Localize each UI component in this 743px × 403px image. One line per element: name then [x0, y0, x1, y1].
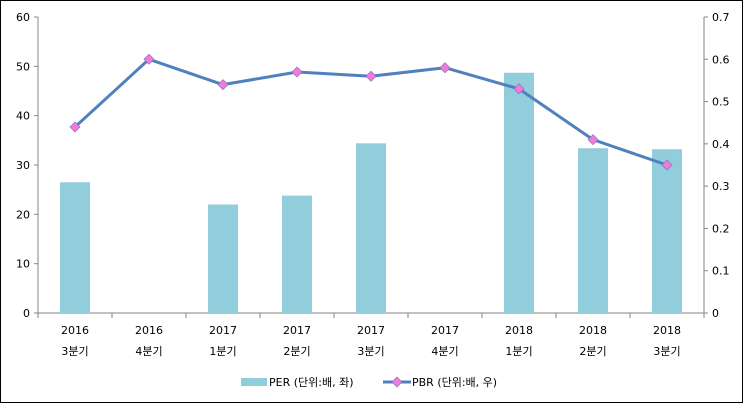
per-bar	[652, 149, 682, 313]
per-bar	[60, 182, 90, 313]
right-tick-label: 0.6	[712, 53, 730, 66]
left-tick-label: 40	[16, 110, 30, 123]
x-tick-year: 2017	[431, 324, 459, 337]
legend-per-label: PER (단위:배, 좌)	[269, 376, 354, 389]
x-tick-year: 2018	[505, 324, 533, 337]
left-tick-label: 50	[16, 60, 30, 73]
pbr-marker	[587, 134, 599, 146]
per-bar	[356, 143, 386, 313]
legend-pbr-marker	[391, 376, 403, 388]
left-tick-label: 0	[23, 307, 30, 320]
pbr-marker	[365, 70, 377, 82]
x-tick-year: 2017	[357, 324, 385, 337]
x-tick-year: 2017	[283, 324, 311, 337]
x-tick-year: 2017	[209, 324, 237, 337]
left-tick-label: 30	[16, 159, 30, 172]
x-tick-year: 2018	[653, 324, 681, 337]
x-tick-quarter: 3분기	[357, 345, 384, 358]
per-bar	[578, 148, 608, 313]
x-tick-quarter: 3분기	[653, 345, 680, 358]
x-tick-quarter: 2분기	[283, 345, 310, 358]
pbr-marker	[513, 83, 525, 95]
left-tick-label: 20	[16, 208, 30, 221]
right-tick-label: 0.1	[712, 265, 730, 278]
right-tick-label: 0.3	[712, 180, 730, 193]
pbr-marker	[291, 66, 303, 78]
per-bar	[504, 72, 534, 313]
per-bar	[282, 195, 312, 313]
right-tick-label: 0.2	[712, 222, 730, 235]
legend-per-swatch	[241, 378, 267, 386]
pbr-marker	[143, 53, 155, 65]
x-tick-quarter: 4분기	[431, 345, 458, 358]
per-bar	[208, 204, 238, 313]
x-tick-year: 2016	[135, 324, 163, 337]
x-tick-year: 2018	[579, 324, 607, 337]
x-tick-quarter: 4분기	[135, 345, 162, 358]
x-tick-quarter: 3분기	[61, 345, 88, 358]
right-tick-label: 0.5	[712, 96, 730, 109]
pbr-marker	[439, 62, 451, 74]
right-tick-label: 0.7	[712, 11, 730, 24]
x-tick-year: 2016	[61, 324, 89, 337]
x-tick-quarter: 1분기	[209, 345, 236, 358]
left-tick-label: 60	[16, 11, 30, 24]
x-tick-quarter: 1분기	[505, 345, 532, 358]
right-tick-label: 0	[712, 307, 719, 320]
legend-pbr-label: PBR (단위:배, 우)	[412, 376, 497, 389]
left-tick-label: 10	[16, 258, 30, 271]
x-tick-quarter: 2분기	[579, 345, 606, 358]
right-tick-label: 0.4	[712, 138, 730, 151]
pbr-marker	[661, 159, 673, 171]
pbr-marker	[217, 79, 229, 91]
pbr-marker	[69, 121, 81, 133]
